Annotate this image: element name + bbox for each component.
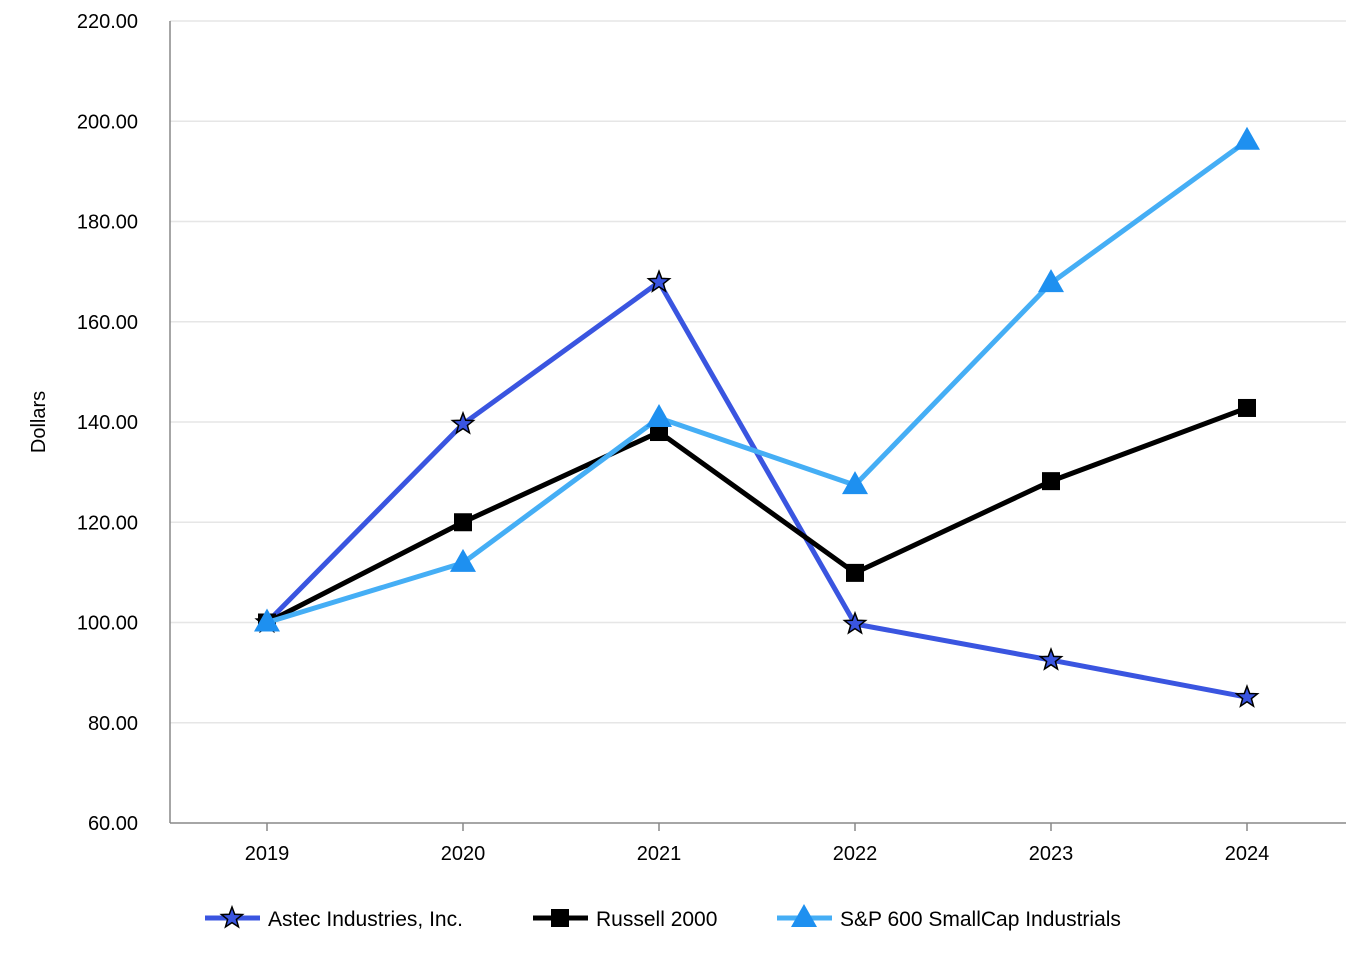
data-point-marker: [1238, 398, 1256, 417]
legend-item: Russell 2000: [533, 908, 717, 931]
series-line: [265, 405, 1248, 625]
legend-label: S&P 600 SmallCap Industrials: [840, 908, 1121, 931]
y-axis-label: Dollars: [28, 391, 50, 453]
legend-marker: [551, 909, 569, 927]
data-point-marker: [646, 403, 672, 427]
x-tick-label: 2019: [245, 843, 290, 865]
y-tick-label: 200.00: [77, 111, 138, 133]
data-point-marker: [1234, 684, 1260, 708]
x-tick-label: 2021: [637, 843, 682, 865]
x-tick-label: 2022: [833, 843, 878, 865]
y-axis-ticks: 60.00 80.00 100.00 120.00 140.00 160.00 180.00…: [77, 11, 138, 835]
series-1: [258, 398, 1256, 632]
data-point-marker: [1234, 126, 1260, 150]
series-line: [265, 279, 1248, 700]
data-point-marker: [842, 610, 868, 635]
legend-item: Astec Industries, Inc.: [205, 904, 463, 931]
gridlines: [170, 20, 1346, 724]
data-point-marker: [646, 269, 672, 293]
x-tick-label: 2024: [1225, 843, 1270, 865]
data-point-marker: [450, 410, 476, 435]
y-tick-label: 140.00: [77, 412, 138, 434]
x-axis-ticks: 2019 2020 2021 2022 2023 2024: [245, 823, 1270, 865]
data-point-marker: [1042, 472, 1060, 491]
x-tick-label: 2023: [1029, 843, 1074, 865]
series-0: [254, 269, 1260, 708]
x-tick-label: 2020: [441, 843, 486, 865]
data-point-marker: [1038, 646, 1064, 671]
y-tick-label: 180.00: [77, 212, 138, 234]
y-tick-label: 80.00: [88, 713, 138, 735]
series-line: [266, 138, 1249, 625]
y-tick-label: 100.00: [77, 613, 138, 635]
series-2: [254, 126, 1260, 632]
legend-marker: [791, 904, 817, 927]
data-point-marker: [846, 563, 864, 582]
data-point-marker: [450, 548, 476, 572]
y-tick-label: 220.00: [77, 11, 138, 33]
data-point-marker: [842, 471, 868, 495]
data-point-marker: [454, 513, 472, 532]
y-tick-label: 60.00: [88, 813, 138, 835]
y-tick-label: 120.00: [77, 512, 138, 534]
legend-label: Astec Industries, Inc.: [268, 908, 463, 931]
series-group: [254, 126, 1260, 708]
y-tick-label: 160.00: [77, 312, 138, 334]
legend-item: S&P 600 SmallCap Industrials: [777, 904, 1121, 931]
data-point-marker: [1038, 269, 1064, 293]
legend: Astec Industries, Inc. Russell 2000 S&P 60…: [205, 904, 1121, 931]
data-point-marker: [254, 608, 280, 632]
legend-label: Russell 2000: [596, 908, 717, 931]
data-point-marker: [650, 423, 668, 442]
legend-marker: [219, 904, 245, 929]
